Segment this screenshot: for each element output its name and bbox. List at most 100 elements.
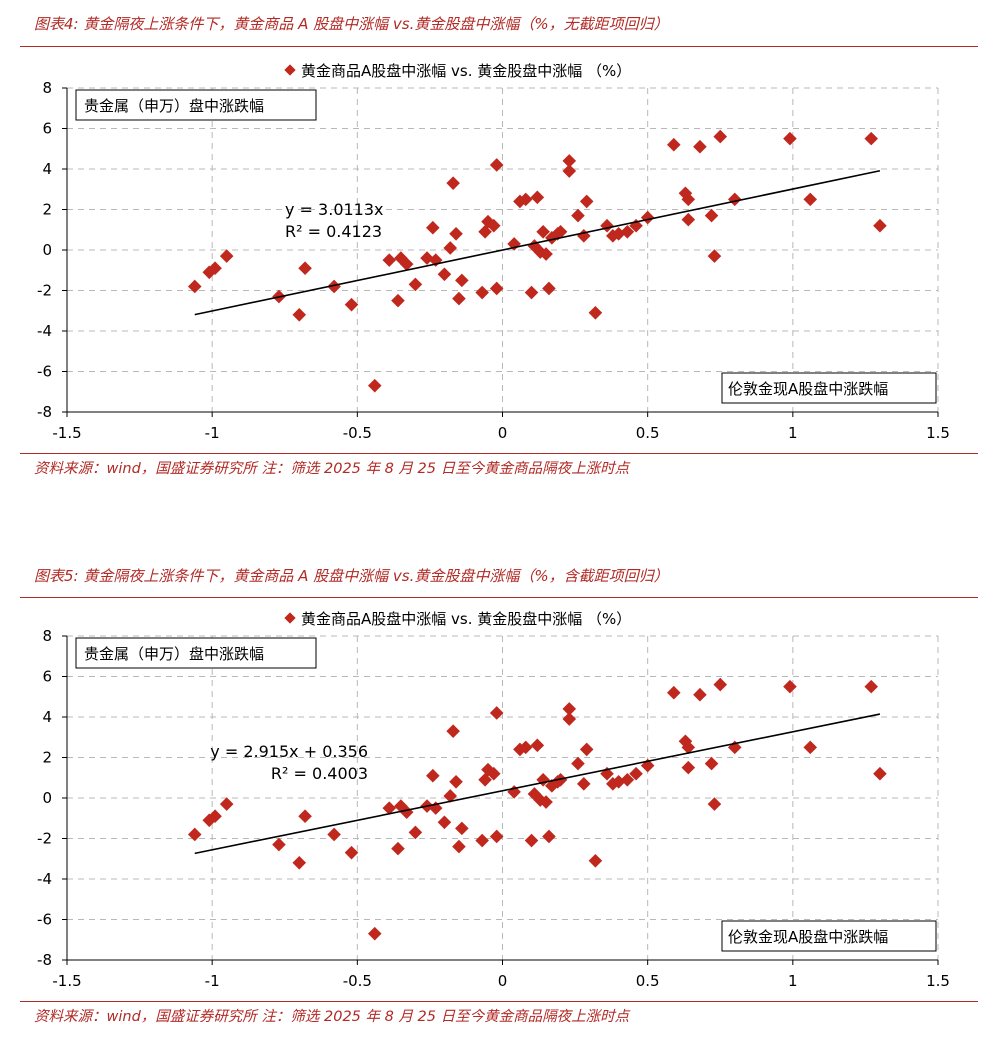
figure-title-bottom: 图表5: 黄金隔夜上涨条件下，黄金商品 A 股盘中涨幅 vs.黄金股盘中涨幅（%…	[34, 567, 669, 585]
source-note-bottom: 资料来源：wind，国盛证券研究所 注：筛选 2025 年 8 月 25 日至今…	[34, 1009, 630, 1025]
data-point	[579, 194, 594, 209]
figure-title-top: 图表4: 黄金隔夜上涨条件下，黄金商品 A 股盘中涨幅 vs.黄金股盘中涨幅（%…	[34, 15, 669, 33]
data-point	[542, 829, 556, 844]
data-point	[219, 249, 234, 263]
y-label-box: 贵金属（申万）盘中涨跌幅	[75, 89, 317, 121]
x-tick-label: -1	[205, 972, 220, 990]
data-point	[426, 768, 440, 783]
y-tick-label: 8	[42, 627, 52, 645]
x-label-box: 伦敦金现A股盘中涨跌幅	[721, 920, 937, 952]
data-point	[727, 192, 742, 207]
title-rule-bottom	[20, 597, 978, 598]
data-point	[449, 775, 463, 789]
data-point	[530, 738, 545, 753]
data-point	[443, 241, 458, 255]
y-tick-label: 0	[42, 241, 52, 259]
scatter-chart-bottom: 黄金商品A股盘中涨幅 vs. 黄金股盘中涨幅 （%） -1.5 -1 -0.5 0 0.5…	[37, 610, 950, 990]
y-tick-label: -2	[37, 282, 52, 300]
x-tick-label: 0	[498, 424, 508, 442]
y-tick-label: -6	[37, 363, 52, 381]
data-point	[455, 273, 469, 288]
data-point	[219, 797, 234, 811]
data-point	[208, 261, 222, 276]
legend-marker	[284, 64, 296, 76]
y-tick-label: 2	[42, 749, 52, 767]
x-tick-label: -1.5	[52, 972, 81, 990]
y-tick-label: 4	[42, 708, 52, 726]
data-point	[693, 687, 707, 702]
x-label-box: 伦敦金现A股盘中涨跌幅	[721, 372, 937, 404]
x-tick-label: 0.5	[636, 972, 660, 990]
data-point	[704, 756, 719, 771]
data-point	[367, 926, 382, 941]
data-point	[704, 208, 719, 223]
y-label-frame	[75, 89, 317, 121]
source-rule-top	[20, 453, 978, 454]
x-tick-label: -0.5	[343, 424, 372, 442]
data-point	[487, 218, 501, 233]
data-point	[571, 208, 585, 223]
trend-r2: R² = 0.4123	[285, 222, 382, 241]
data-point	[536, 224, 550, 239]
data-point	[681, 760, 696, 775]
data-point	[437, 815, 452, 830]
data-point	[344, 297, 359, 312]
data-point	[783, 131, 797, 146]
x-tick-label: -0.5	[343, 972, 372, 990]
legend: 黄金商品A股盘中涨幅 vs. 黄金股盘中涨幅 （%）	[284, 610, 631, 628]
data-point	[588, 853, 603, 868]
legend: 黄金商品A股盘中涨幅 vs. 黄金股盘中涨幅 （%）	[284, 62, 631, 80]
data-point	[571, 756, 585, 771]
y-tick-label: -4	[37, 322, 52, 340]
y-axis-label: 贵金属（申万）盘中涨跌幅	[84, 97, 264, 115]
data-point	[803, 192, 818, 207]
data-point	[713, 677, 728, 692]
legend-marker	[284, 612, 296, 624]
y-tick-label: -2	[37, 830, 52, 848]
scatter-chart-top: 黄金商品A股盘中涨幅 vs. 黄金股盘中涨幅 （%） -1.5 -1 -0.5 0 0.5…	[37, 62, 950, 442]
data-point	[489, 829, 504, 844]
data-point	[426, 220, 440, 235]
data-point	[408, 277, 423, 292]
y-tick-label: 2	[42, 201, 52, 219]
source-note-top: 资料来源：wind，国盛证券研究所 注：筛选 2025 年 8 月 25 日至今…	[34, 461, 630, 477]
data-point	[577, 777, 591, 791]
x-tick-label: 1	[788, 424, 798, 442]
data-point	[524, 833, 539, 848]
data-point	[327, 827, 341, 842]
data-point	[446, 176, 460, 190]
data-point	[292, 856, 307, 870]
data-point	[272, 837, 286, 852]
data-point	[713, 129, 728, 144]
data-point	[298, 809, 312, 824]
data-point	[693, 139, 707, 154]
data-point	[446, 724, 460, 738]
data-point	[298, 261, 312, 276]
data-point	[475, 833, 489, 848]
data-point	[539, 247, 553, 261]
trend-r2: R² = 0.4003	[271, 764, 368, 783]
data-point	[367, 378, 382, 393]
data-point	[620, 224, 635, 239]
y-tick-label: -8	[37, 951, 52, 969]
data-point	[707, 249, 722, 263]
data-point	[873, 766, 887, 781]
y-tick-label: 8	[42, 79, 52, 97]
x-tick-label: 1.5	[926, 424, 950, 442]
data-point	[864, 131, 879, 146]
y-tick-label: -8	[37, 403, 52, 421]
data-point	[475, 285, 489, 300]
data-point	[667, 685, 681, 700]
data-point	[530, 190, 545, 205]
x-label-frame	[721, 920, 937, 952]
x-tick-label: 1	[788, 972, 798, 990]
data-point	[391, 841, 405, 856]
data-point	[292, 308, 307, 322]
data-point	[629, 766, 643, 781]
data-point	[187, 827, 202, 842]
data-point	[681, 212, 696, 227]
data-point	[437, 267, 452, 282]
data-point	[562, 164, 577, 178]
data-point	[579, 742, 594, 757]
x-axis-label: 伦敦金现A股盘中涨跌幅	[728, 928, 888, 946]
